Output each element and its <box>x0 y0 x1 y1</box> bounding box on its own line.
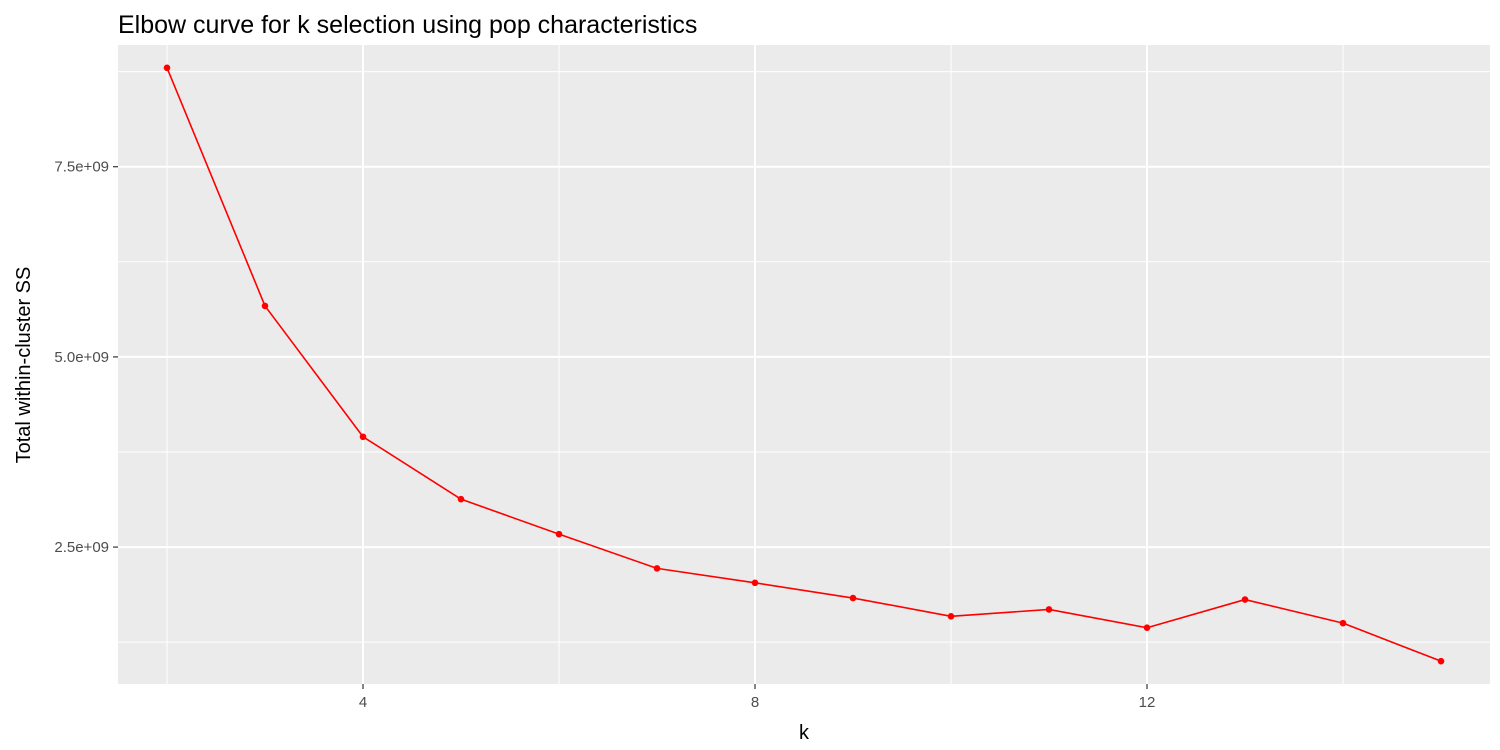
chart-title: Elbow curve for k selection using pop ch… <box>118 11 697 39</box>
x-tick-label: 4 <box>359 694 367 711</box>
data-point <box>947 612 955 620</box>
line-segment <box>656 567 756 584</box>
series-lines <box>166 67 1442 662</box>
line-segment <box>1048 608 1148 629</box>
y-tick-label: 7.5e+09 <box>54 159 109 176</box>
line-segment <box>1342 622 1442 662</box>
line-segment <box>460 498 560 535</box>
data-point <box>1045 606 1053 613</box>
data-point <box>457 495 465 503</box>
line-segment <box>950 608 1050 618</box>
line-segment <box>1146 598 1246 629</box>
data-point <box>849 594 857 602</box>
y-tick-label: 5.0e+09 <box>54 349 109 366</box>
data-point <box>359 433 367 441</box>
line-segment <box>754 582 854 599</box>
line-segment <box>1244 598 1344 624</box>
plot-panel <box>118 45 1490 684</box>
y-axis-title: Total within-cluster SS <box>13 267 35 464</box>
line-segment <box>166 67 266 307</box>
major-gridlines <box>118 45 1490 684</box>
data-point <box>1143 624 1151 632</box>
x-tick-label: 8 <box>751 694 759 711</box>
series-points <box>163 64 1445 665</box>
data-point <box>555 530 563 538</box>
data-point <box>261 302 269 310</box>
data-point <box>163 64 171 72</box>
data-point <box>1437 657 1445 665</box>
line-segment <box>558 533 658 570</box>
line-segment <box>362 435 462 500</box>
y-tick-label: 2.5e+09 <box>54 539 109 556</box>
data-point <box>653 565 661 572</box>
data-point <box>1339 619 1347 627</box>
data-point <box>1241 596 1249 603</box>
line-segment <box>852 597 952 618</box>
x-tick-label: 12 <box>1139 694 1156 711</box>
y-axis-ticks: 2.5e+09 5.0e+09 7.5e+09 <box>54 159 118 556</box>
minor-gridlines <box>118 45 1490 684</box>
x-axis-ticks: 4 8 12 <box>359 684 1156 711</box>
line-segment <box>264 305 364 438</box>
x-axis-title: k <box>799 722 810 744</box>
data-point <box>751 579 759 587</box>
